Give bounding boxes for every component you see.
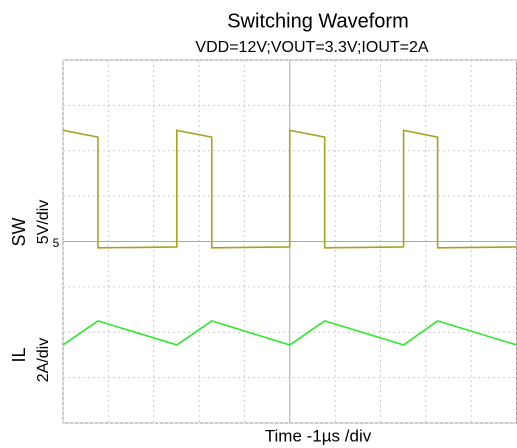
waveform	[62, 129, 517, 249]
ground-marker: 5	[53, 236, 60, 250]
channel-name: SW	[9, 217, 29, 246]
chart-subtitle: VDD=12V;VOUT=3.3V;IOUT=2A	[195, 39, 428, 56]
x-axis-label: Time -1µs /div	[265, 426, 372, 445]
channel-scale: 5V/div	[35, 200, 52, 244]
chart-title: Switching Waveform	[227, 10, 409, 32]
channel-scale: 2A/div	[35, 338, 52, 382]
channel-name: IL	[9, 347, 29, 362]
waveform	[62, 320, 517, 346]
